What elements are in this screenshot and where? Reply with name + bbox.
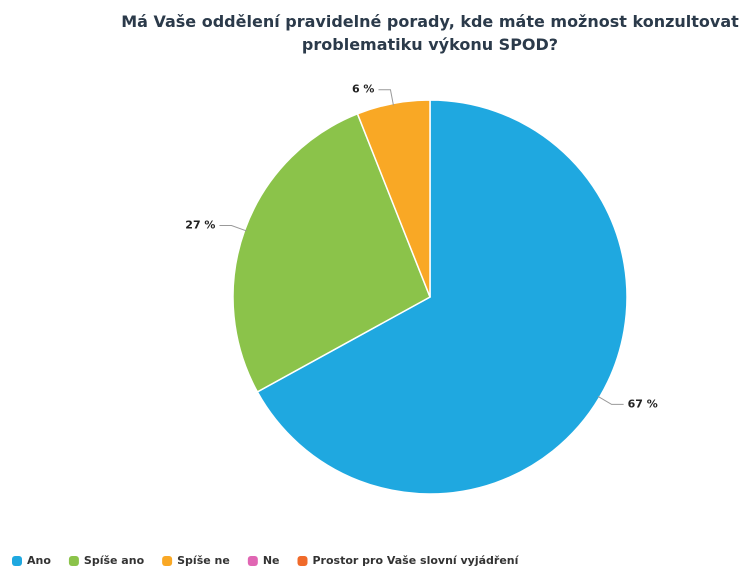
legend-label: Spíše ne [177,554,230,567]
data-label: 27 % [185,219,215,232]
legend-label: Ano [27,554,51,567]
data-label: 6 % [352,83,375,96]
legend-marker [247,556,258,566]
legend-marker [297,556,308,566]
data-label: 67 % [628,397,658,410]
leader-line [378,89,394,106]
legend-label: Ne [263,554,280,567]
legend-label: Prostor pro Vaše slovní vyjádření [313,554,520,567]
legend-marker [162,556,173,566]
leader-line [597,395,624,405]
legend-marker [68,556,79,566]
legend-label: Spíše ano [84,554,145,567]
legend-marker [12,556,22,566]
leader-line [219,225,247,232]
chart-title: Má Vaše oddělení pravidelné porady, kde … [121,12,739,54]
